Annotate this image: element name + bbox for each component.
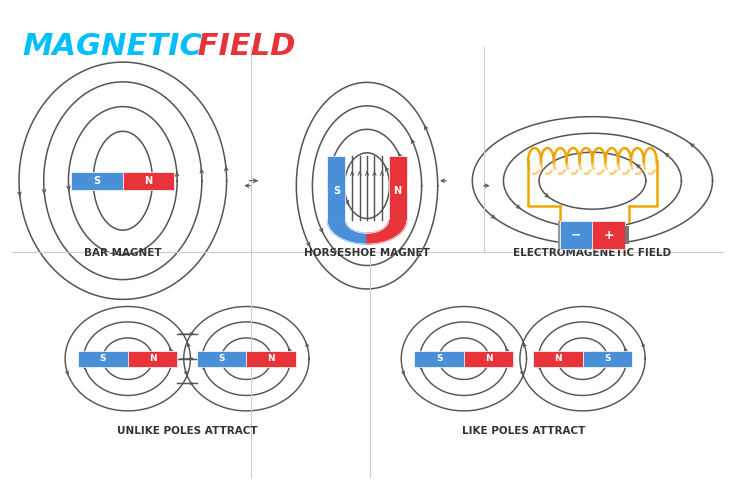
Text: S: S xyxy=(218,354,225,363)
Text: HORSESHOE MAGNET: HORSESHOE MAGNET xyxy=(304,248,430,258)
Bar xyxy=(464,351,513,367)
Bar xyxy=(197,351,246,367)
Bar xyxy=(79,351,128,367)
Text: S: S xyxy=(100,354,107,363)
Bar xyxy=(128,351,177,367)
Bar xyxy=(625,226,628,244)
Text: −: − xyxy=(571,229,581,242)
Bar xyxy=(123,172,174,190)
Text: BAR MAGNET: BAR MAGNET xyxy=(84,248,162,258)
Text: S: S xyxy=(333,186,340,196)
Text: MAGNETIC: MAGNETIC xyxy=(22,32,202,61)
Text: N: N xyxy=(268,354,275,363)
Bar xyxy=(533,351,583,367)
Text: N: N xyxy=(554,354,562,363)
Bar xyxy=(71,172,123,190)
Polygon shape xyxy=(328,220,367,244)
Text: S: S xyxy=(436,354,442,363)
Polygon shape xyxy=(367,220,406,244)
Bar xyxy=(583,351,632,367)
Text: N: N xyxy=(485,354,492,363)
Text: UNLIKE POLES ATTRACT: UNLIKE POLES ATTRACT xyxy=(117,426,257,436)
Bar xyxy=(415,351,464,367)
Text: N: N xyxy=(148,354,157,363)
Text: ELECTROMAGENETIC FIELD: ELECTROMAGENETIC FIELD xyxy=(513,248,672,258)
Bar xyxy=(559,221,560,249)
Text: LIKE POLES ATTRACT: LIKE POLES ATTRACT xyxy=(462,426,585,436)
Bar xyxy=(328,156,345,220)
Bar xyxy=(389,156,406,220)
Bar xyxy=(592,221,625,249)
Text: +: + xyxy=(603,229,614,242)
Text: N: N xyxy=(393,186,402,196)
Text: N: N xyxy=(145,176,153,186)
Text: S: S xyxy=(604,354,611,363)
Bar xyxy=(246,351,295,367)
Text: S: S xyxy=(93,176,101,186)
Bar xyxy=(560,221,592,249)
Text: FIELD: FIELD xyxy=(187,32,295,61)
